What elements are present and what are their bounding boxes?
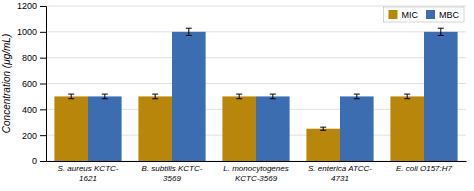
x-axis: S. aureus KCTC-1621 B. subtilis KCTC-3569…: [47, 162, 467, 183]
bar: [424, 32, 458, 161]
legend-swatch: [389, 10, 398, 19]
legend-item: MIC: [389, 10, 419, 20]
y-tick: 800: [22, 53, 46, 63]
series: [54, 94, 424, 161]
y-tick: 200: [22, 131, 46, 141]
chart: 0 200 400 600 800 1000 1200 S. aureus KCTC-1621…: [0, 0, 474, 191]
bar: [138, 96, 172, 161]
x-tick: E. coli O157:H7: [396, 164, 453, 173]
bar: [222, 96, 256, 161]
x-axis-line: [47, 161, 467, 162]
grid-line: [46, 31, 466, 32]
legend-frame: [384, 7, 465, 22]
x-tick-label-line: 3569: [163, 174, 181, 183]
x-tick: S. enterica ATCC-4731: [308, 164, 372, 182]
grid-line: [46, 83, 466, 84]
x-tick-label-line: 1621: [79, 174, 97, 183]
x-tick: L. monocytogenesKCTC-3569: [223, 164, 288, 182]
y-tick-label: 200: [22, 131, 37, 141]
error-bar: [186, 28, 192, 35]
legend-item: MBC: [426, 10, 460, 20]
y-tick-label: 400: [22, 105, 37, 115]
error-bar: [236, 94, 242, 99]
bar: [390, 96, 424, 161]
grid-line: [46, 6, 466, 7]
x-tick-label: S. aureus KCTC-1621: [58, 164, 119, 182]
legend-label: MIC: [402, 10, 419, 20]
y-tick: 0: [32, 156, 46, 166]
bar: [172, 32, 206, 161]
error-bar: [68, 94, 74, 99]
error-bar: [152, 94, 158, 99]
error-bar: [102, 94, 108, 99]
x-tick-label: L. monocytogenesKCTC-3569: [223, 164, 288, 182]
x-tick-label: B. subtilis KCTC-3569: [142, 164, 203, 182]
grid: [46, 6, 466, 161]
legend-swatch: [426, 10, 435, 19]
bar: [256, 96, 290, 161]
y-tick-mark: [40, 32, 46, 33]
y-tick-mark: [40, 135, 46, 136]
error-bar: [354, 94, 360, 99]
x-tick: S. aureus KCTC-1621: [58, 164, 119, 182]
bar: [88, 96, 122, 161]
y-tick-label: 800: [22, 53, 37, 63]
marks: [54, 28, 457, 161]
bar: [54, 96, 88, 161]
x-tick: B. subtilis KCTC-3569: [142, 164, 203, 182]
x-tick-label: S. enterica ATCC-4731: [308, 164, 372, 182]
bar: [306, 129, 340, 161]
y-axis: 0 200 400 600 800 1000 1200: [17, 1, 47, 166]
y-tick-label: 600: [22, 79, 37, 89]
y-tick: 1200: [17, 1, 46, 11]
error-bar: [320, 127, 326, 130]
y-tick-mark: [40, 58, 46, 59]
error-bar: [438, 28, 444, 35]
plot: 0 200 400 600 800 1000 1200 S. aureus KCTC-1621…: [1, 1, 467, 182]
legend-label: MBC: [439, 10, 460, 20]
x-tick-label-line: E. coli O157:H7: [396, 164, 453, 173]
legend: MIC MBC: [384, 7, 465, 22]
y-tick-mark: [40, 84, 46, 85]
y-axis-line: [40, 7, 47, 162]
x-tick-label: E. coli O157:H7: [396, 164, 453, 173]
y-tick-mark: [40, 161, 46, 162]
series: [88, 28, 458, 161]
y-axis-title: Concentration (μg/mL): [1, 34, 12, 133]
x-tick-label-line: S. enterica ATCC-: [308, 164, 372, 173]
y-tick-mark: [40, 6, 46, 7]
x-tick-label-line: S. aureus KCTC-: [58, 164, 119, 173]
x-tick-label-line: 4731: [331, 174, 349, 183]
error-bar: [270, 94, 276, 99]
y-tick-label: 1000: [17, 27, 37, 37]
grid-line: [46, 57, 466, 58]
bar: [340, 96, 374, 161]
y-tick-mark: [40, 109, 46, 110]
error-bar: [404, 94, 410, 99]
y-tick: 400: [22, 105, 46, 115]
y-tick-label: 0: [32, 156, 37, 166]
x-tick-label-line: KCTC-3569: [235, 174, 278, 183]
x-tick-label-line: L. monocytogenes: [223, 164, 288, 173]
y-tick: 600: [22, 79, 46, 89]
y-tick: 1000: [17, 27, 46, 37]
y-tick-label: 1200: [17, 1, 37, 11]
x-tick-label-line: B. subtilis KCTC-: [142, 164, 203, 173]
